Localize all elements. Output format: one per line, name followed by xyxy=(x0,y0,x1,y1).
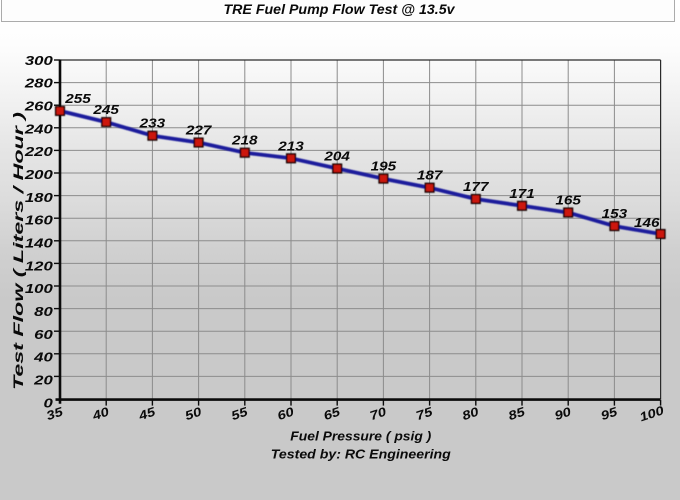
svg-text:90: 90 xyxy=(553,405,573,423)
svg-text:80: 80 xyxy=(460,405,480,423)
svg-text:TRE Fuel Pump Flow Test @ 13.5: TRE Fuel Pump Flow Test @ 13.5v xyxy=(224,2,457,17)
svg-text:100: 100 xyxy=(25,282,53,296)
svg-text:140: 140 xyxy=(25,237,53,251)
svg-text:255: 255 xyxy=(64,91,92,106)
svg-text:177: 177 xyxy=(463,179,489,194)
svg-text:55: 55 xyxy=(229,404,250,423)
svg-text:233: 233 xyxy=(138,116,166,131)
svg-text:180: 180 xyxy=(25,191,53,205)
svg-text:146: 146 xyxy=(634,215,660,230)
svg-text:40: 40 xyxy=(33,351,53,365)
svg-text:65: 65 xyxy=(322,404,343,423)
svg-text:0: 0 xyxy=(44,396,53,410)
svg-text:Fuel Pressure ( psig ): Fuel Pressure ( psig ) xyxy=(290,428,431,443)
svg-text:80: 80 xyxy=(34,305,53,319)
svg-text:75: 75 xyxy=(414,404,435,423)
svg-text:70: 70 xyxy=(368,405,388,423)
svg-text:Test Flow ( Liters / Hour ): Test Flow ( Liters / Hour ) xyxy=(10,111,26,390)
svg-text:218: 218 xyxy=(231,133,259,148)
svg-text:220: 220 xyxy=(24,145,53,159)
svg-text:240: 240 xyxy=(24,122,53,136)
svg-text:200: 200 xyxy=(24,168,53,182)
svg-text:40: 40 xyxy=(90,405,111,424)
svg-text:60: 60 xyxy=(34,328,53,342)
svg-text:165: 165 xyxy=(555,193,581,208)
svg-text:Tested by: RC Engineering: Tested by: RC Engineering xyxy=(271,447,451,462)
svg-text:160: 160 xyxy=(25,214,53,228)
svg-text:95: 95 xyxy=(599,404,620,423)
svg-text:100: 100 xyxy=(638,403,666,424)
svg-text:195: 195 xyxy=(371,159,397,174)
svg-text:20: 20 xyxy=(33,374,53,388)
svg-text:204: 204 xyxy=(323,149,351,164)
svg-text:280: 280 xyxy=(24,77,53,91)
svg-text:120: 120 xyxy=(25,259,53,273)
svg-text:153: 153 xyxy=(602,206,628,221)
svg-text:227: 227 xyxy=(185,123,213,138)
svg-text:187: 187 xyxy=(417,168,443,183)
svg-text:35: 35 xyxy=(45,404,66,423)
svg-text:50: 50 xyxy=(183,405,203,423)
svg-text:245: 245 xyxy=(92,102,120,117)
svg-text:45: 45 xyxy=(136,404,158,423)
svg-text:213: 213 xyxy=(277,138,305,153)
svg-text:85: 85 xyxy=(507,404,528,423)
svg-text:60: 60 xyxy=(276,405,296,423)
svg-text:171: 171 xyxy=(509,186,535,201)
svg-text:260: 260 xyxy=(24,100,53,114)
svg-text:300: 300 xyxy=(25,54,53,68)
